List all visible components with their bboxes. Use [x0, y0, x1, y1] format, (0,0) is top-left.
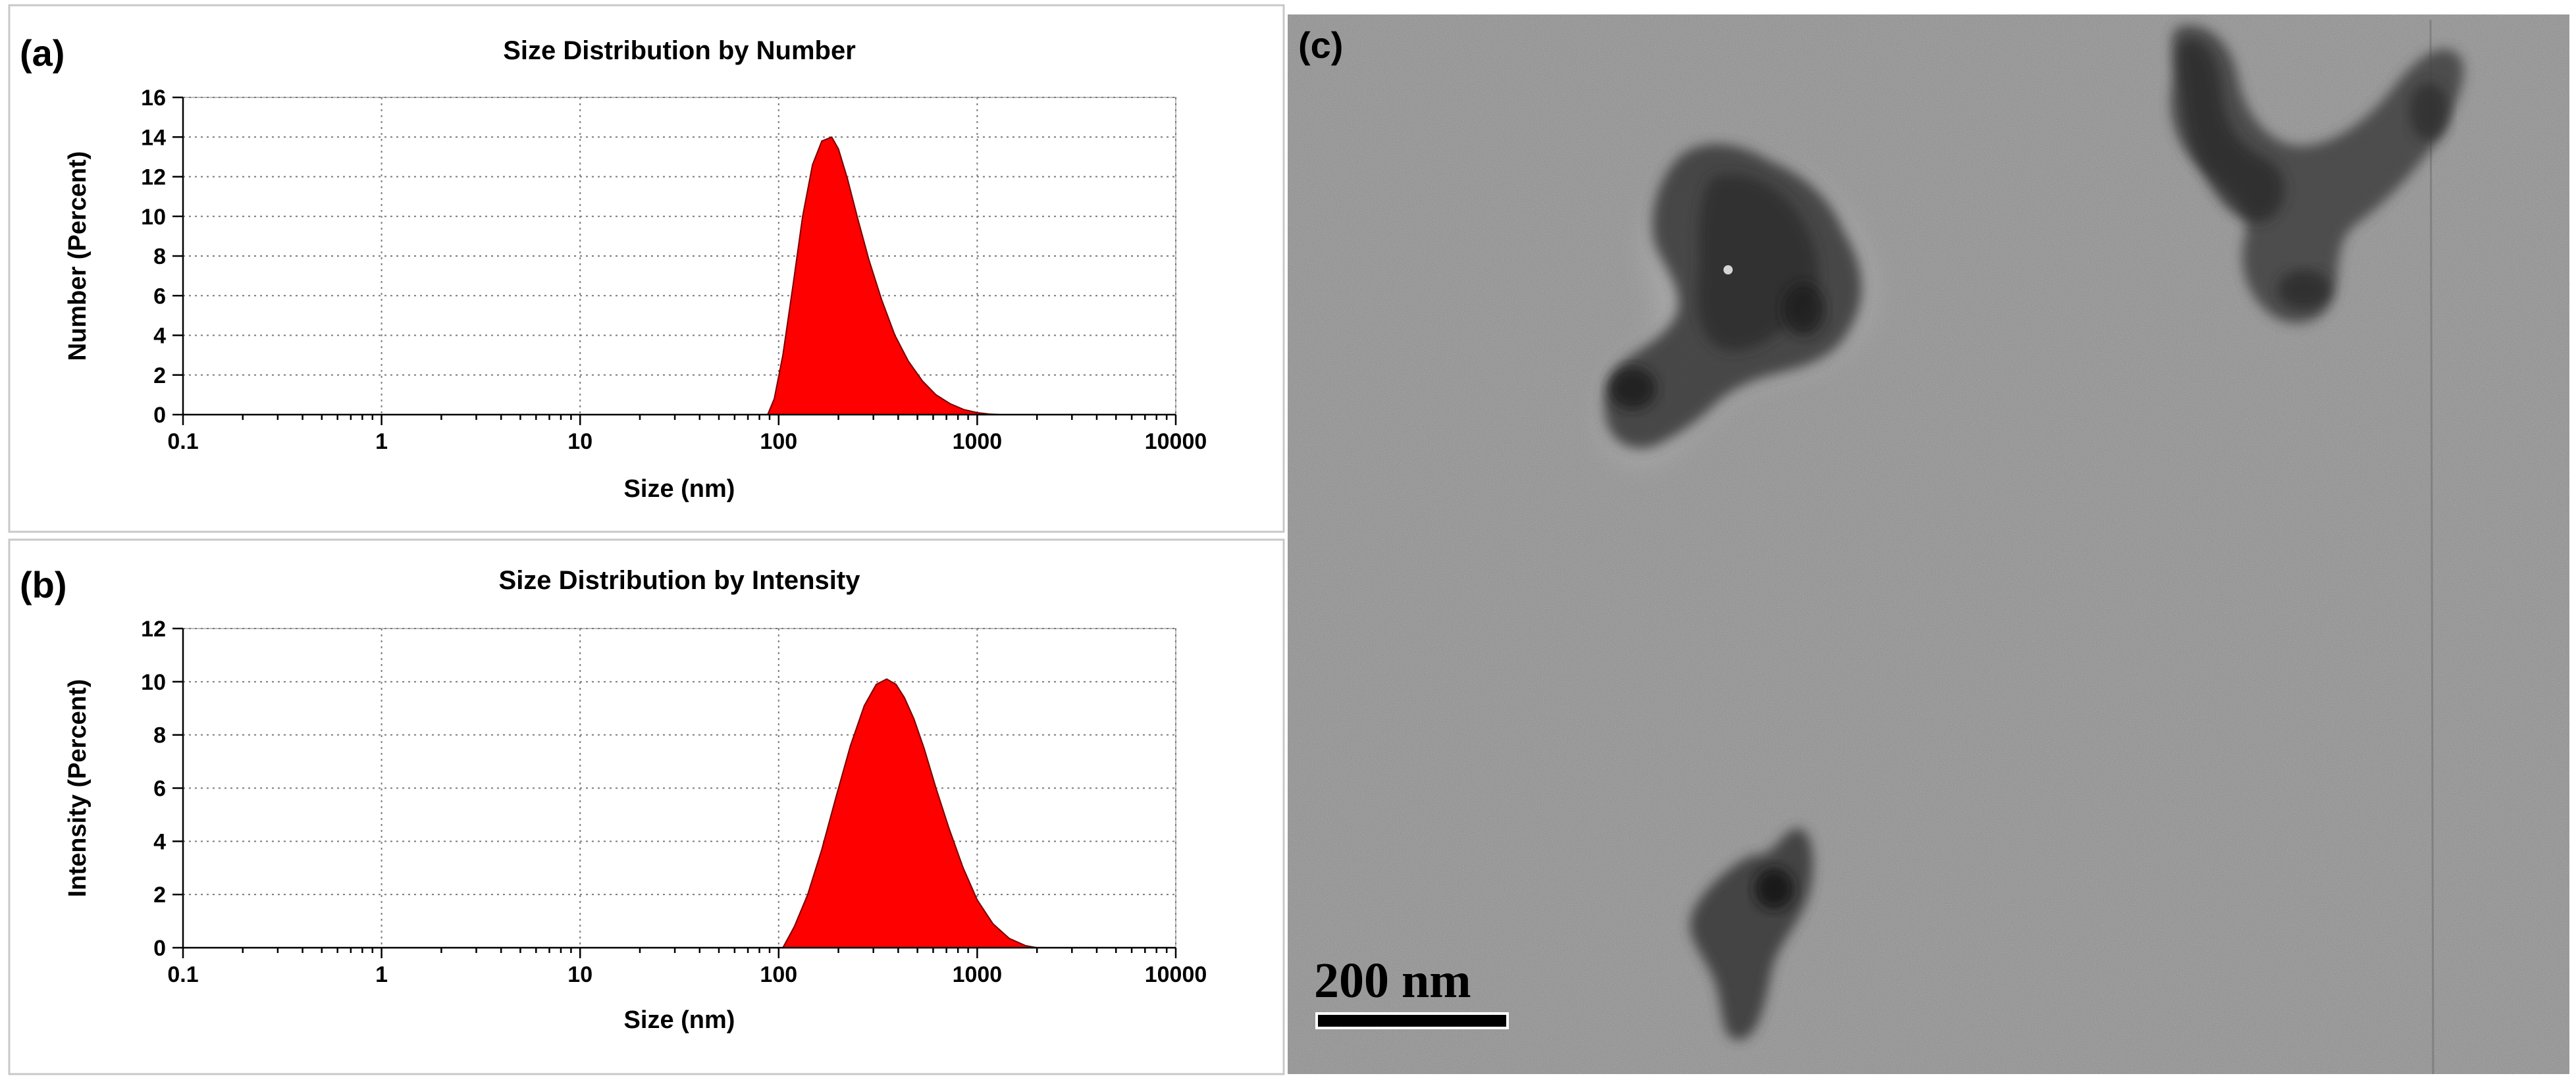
y-tick-label: 0 [153, 403, 166, 428]
y-tick-label: 4 [153, 324, 166, 349]
nanoparticle-cluster-bottom [1690, 828, 1813, 1040]
panel-a-letter: (a) [20, 32, 65, 74]
chart-title: Size Distribution by Intensity [499, 566, 861, 595]
tem-micrograph: (c) 200 nm [1288, 14, 2569, 1075]
x-tick-label: 10 [567, 962, 592, 987]
x-tick-label: 1 [375, 962, 388, 987]
plot-area [182, 628, 1176, 948]
y-tick-label: 2 [153, 363, 166, 388]
y-axis-label: Intensity (Percent) [64, 679, 92, 898]
y-tick-label: 4 [153, 829, 166, 854]
distribution-area [767, 136, 1000, 415]
x-tick-label: 0.1 [167, 429, 198, 454]
y-tick-label: 14 [141, 125, 166, 150]
distribution-area [782, 678, 1038, 948]
y-tick-label: 6 [153, 284, 166, 309]
y-tick-label: 16 [141, 86, 166, 111]
x-axis-label: Size (nm) [624, 475, 735, 503]
x-tick-label: 10000 [1145, 429, 1207, 454]
y-tick-label: 10 [141, 205, 166, 230]
y-tick-label: 8 [153, 244, 166, 269]
panel-c-letter: (c) [1298, 24, 1343, 66]
panel-b-letter: (b) [20, 564, 67, 605]
y-tick-label: 6 [153, 777, 166, 802]
x-tick-label: 1000 [953, 962, 1003, 987]
x-tick-label: 10 [567, 429, 592, 454]
y-tick-label: 2 [153, 883, 166, 908]
y-tick-label: 12 [141, 617, 166, 642]
x-tick-label: 100 [760, 962, 797, 987]
nanoparticle-cluster-left [1604, 143, 1869, 459]
scale-bar-label: 200 nm [1314, 953, 1471, 1008]
scale-bar [1315, 1012, 1509, 1029]
nanoparticle-cluster-right [2170, 25, 2464, 324]
y-axis-label: Number (Percent) [64, 151, 92, 361]
x-tick-label: 10000 [1145, 962, 1207, 987]
x-axis-label: Size (nm) [624, 1006, 735, 1034]
chart-title: Size Distribution by Number [503, 36, 856, 65]
x-tick-label: 0.1 [167, 962, 198, 987]
intensity-distribution-chart: 0.1 1 10 100 1000 10000 0 2 4 6 8 10 12 Size Distribu… [64, 566, 1207, 1034]
tem-scan-line [2429, 19, 2434, 1075]
x-tick-label: 1000 [953, 429, 1003, 454]
x-tick-label: 100 [760, 429, 797, 454]
plot-area [182, 97, 1176, 415]
x-tick-label: 1 [375, 429, 388, 454]
y-tick-label: 12 [141, 165, 166, 190]
y-tick-label: 10 [141, 670, 166, 695]
number-distribution-chart: 0.1 1 10 100 1000 10000 0 2 4 6 8 10 12 14 16 Size Dist… [64, 36, 1207, 503]
y-tick-label: 0 [153, 936, 166, 961]
y-tick-label: 8 [153, 723, 166, 748]
